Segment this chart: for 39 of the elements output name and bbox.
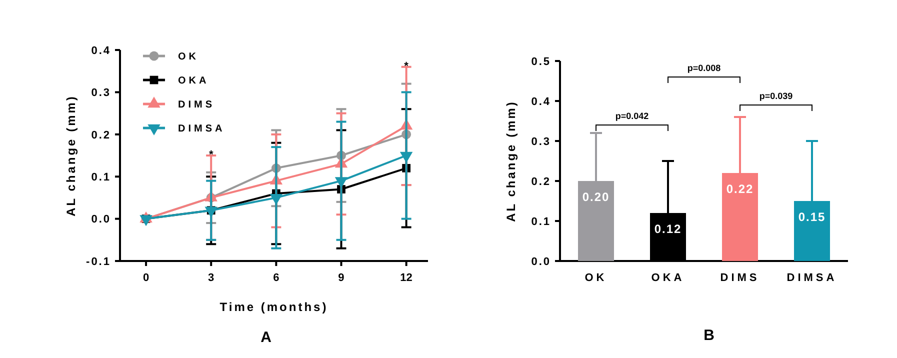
y-tick-label: 0.1 [531,216,551,228]
y-tick-label: 0.2 [531,176,551,188]
data-label: 0.22 [726,182,754,196]
y-tick-label: 0.0 [91,214,111,226]
annotation: * [208,148,214,161]
y-tick-label: 0.4 [91,44,111,57]
x-tick-label: DIMSA [786,272,838,284]
legend-label: DIMSA [178,124,226,134]
x-tick-label: 12 [400,272,412,284]
text: A [260,329,272,346]
annotation: p=0.039 [759,91,793,101]
legend-label: DIMS [178,100,215,110]
annotation: p=0.042 [615,111,649,121]
annotation: * [404,60,410,72]
x-axis-title: Time (months) [220,300,328,314]
x-tick-label: OKA [651,272,685,284]
y-tick-label: 0.5 [531,56,551,68]
y-tick-label: -0.1 [86,256,111,268]
y-axis-title: AL change (mm) [504,100,518,222]
x-tick-label: OK [584,272,608,284]
y-tick-label: 0.3 [531,136,551,148]
x-tick-label: 9 [338,272,344,284]
y-tick-label: 0.1 [91,171,111,184]
y-axis-title: AL change (mm) [64,94,78,216]
y-tick-label: 0.3 [91,87,111,100]
x-tick-label: DIMS [720,272,760,284]
legend-label: OK [178,52,199,62]
x-tick-label: 6 [273,272,280,284]
text: B [704,327,715,344]
x-tick-label: 0 [142,272,150,284]
x-tick-label: 3 [208,272,214,284]
y-tick-label: 0.0 [531,256,551,268]
data-label: 0.20 [582,190,610,204]
data-label: 0.12 [654,222,682,236]
y-tick-label: 0.4 [531,96,551,108]
y-tick-label: 0.2 [91,129,111,142]
annotation: p=0.008 [687,63,721,73]
legend-label: OKA [178,76,210,86]
data-label: 0.15 [798,210,826,224]
